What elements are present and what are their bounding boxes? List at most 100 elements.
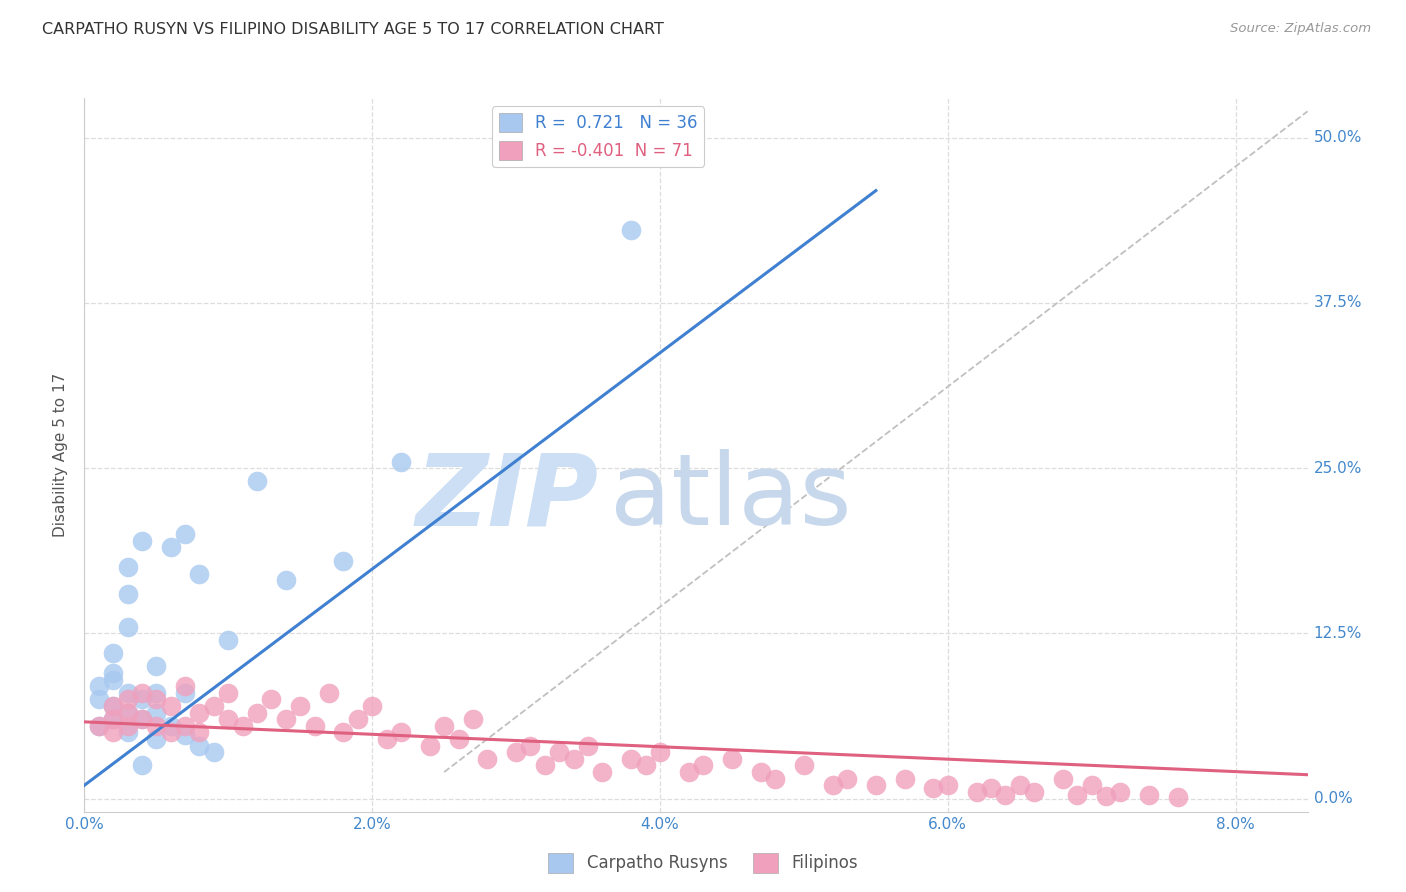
Point (145, 706, 167, 720)
Text: atlas: atlas (610, 450, 852, 546)
Point (117, 706, 139, 720)
Point (1095, 789, 1118, 803)
Legend: Carpatho Rusyns, Filipinos: Carpatho Rusyns, Filipinos (541, 847, 865, 880)
Point (634, 758, 657, 772)
Point (922, 780, 945, 795)
Point (620, 223, 643, 237)
Point (174, 679, 197, 693)
Point (389, 725, 412, 739)
Point (274, 574, 297, 588)
Point (202, 698, 225, 713)
Point (131, 712, 153, 726)
Point (1008, 778, 1031, 792)
Point (145, 732, 167, 747)
Y-axis label: Disability Age 5 to 17: Disability Age 5 to 17 (53, 373, 69, 537)
Text: 50.0%: 50.0% (1313, 130, 1362, 145)
Text: 0.0%: 0.0% (1313, 791, 1353, 806)
Point (188, 739, 211, 753)
Point (1080, 778, 1102, 792)
Text: 25.0%: 25.0% (1313, 460, 1362, 475)
Point (966, 785, 988, 799)
Point (131, 533, 153, 548)
Point (375, 732, 398, 747)
Point (159, 725, 181, 739)
Point (101, 712, 124, 726)
Text: 12.5%: 12.5% (1313, 626, 1362, 640)
Point (174, 728, 197, 742)
Text: CARPATHO RUSYN VS FILIPINO DISABILITY AGE 5 TO 17 CORRELATION CHART: CARPATHO RUSYN VS FILIPINO DISABILITY AG… (42, 22, 664, 37)
Point (246, 706, 269, 720)
Point (1167, 790, 1189, 805)
Point (304, 719, 326, 733)
Point (174, 686, 197, 700)
Point (1024, 785, 1046, 799)
Point (117, 587, 139, 601)
Point (101, 698, 124, 713)
Point (174, 527, 197, 541)
Text: Source: ZipAtlas.com: Source: ZipAtlas.com (1230, 22, 1371, 36)
Point (145, 692, 167, 706)
Point (692, 758, 714, 772)
Text: 37.5%: 37.5% (1313, 295, 1362, 310)
Point (246, 475, 269, 489)
Point (145, 686, 167, 700)
Point (87, 719, 110, 733)
Point (461, 712, 484, 726)
Point (131, 758, 153, 772)
Point (117, 725, 139, 739)
Point (217, 632, 239, 647)
Point (793, 758, 815, 772)
Point (101, 725, 124, 739)
Point (893, 772, 915, 786)
Point (188, 706, 211, 720)
Text: ZIP: ZIP (415, 450, 598, 546)
Point (648, 745, 671, 759)
Point (260, 692, 283, 706)
Point (318, 686, 340, 700)
Point (562, 752, 585, 766)
Point (865, 778, 887, 792)
Point (419, 739, 441, 753)
Point (117, 706, 139, 720)
Point (290, 698, 312, 713)
Point (620, 752, 643, 766)
Point (145, 719, 167, 733)
Point (101, 698, 124, 713)
Point (117, 686, 139, 700)
Point (346, 712, 368, 726)
Point (332, 725, 354, 739)
Point (447, 732, 470, 747)
Point (433, 719, 456, 733)
Point (994, 788, 1017, 802)
Point (101, 712, 124, 726)
Point (519, 739, 541, 753)
Point (936, 778, 959, 792)
Point (101, 646, 124, 660)
Point (87, 719, 110, 733)
Point (101, 665, 124, 680)
Point (217, 686, 239, 700)
Point (188, 725, 211, 739)
Point (232, 719, 254, 733)
Point (131, 712, 153, 726)
Point (1052, 772, 1074, 786)
Point (87, 692, 110, 706)
Point (159, 698, 181, 713)
Point (763, 772, 786, 786)
Point (117, 692, 139, 706)
Point (1066, 788, 1088, 802)
Point (274, 712, 297, 726)
Legend: R =  0.721   N = 36, R = -0.401  N = 71: R = 0.721 N = 36, R = -0.401 N = 71 (492, 106, 704, 167)
Point (591, 765, 613, 780)
Point (145, 659, 167, 673)
Point (821, 778, 844, 792)
Point (749, 765, 772, 780)
Point (332, 554, 354, 568)
Point (477, 752, 499, 766)
Point (117, 719, 139, 733)
Point (131, 686, 153, 700)
Point (159, 541, 181, 555)
Point (159, 719, 181, 733)
Point (202, 745, 225, 759)
Point (361, 698, 384, 713)
